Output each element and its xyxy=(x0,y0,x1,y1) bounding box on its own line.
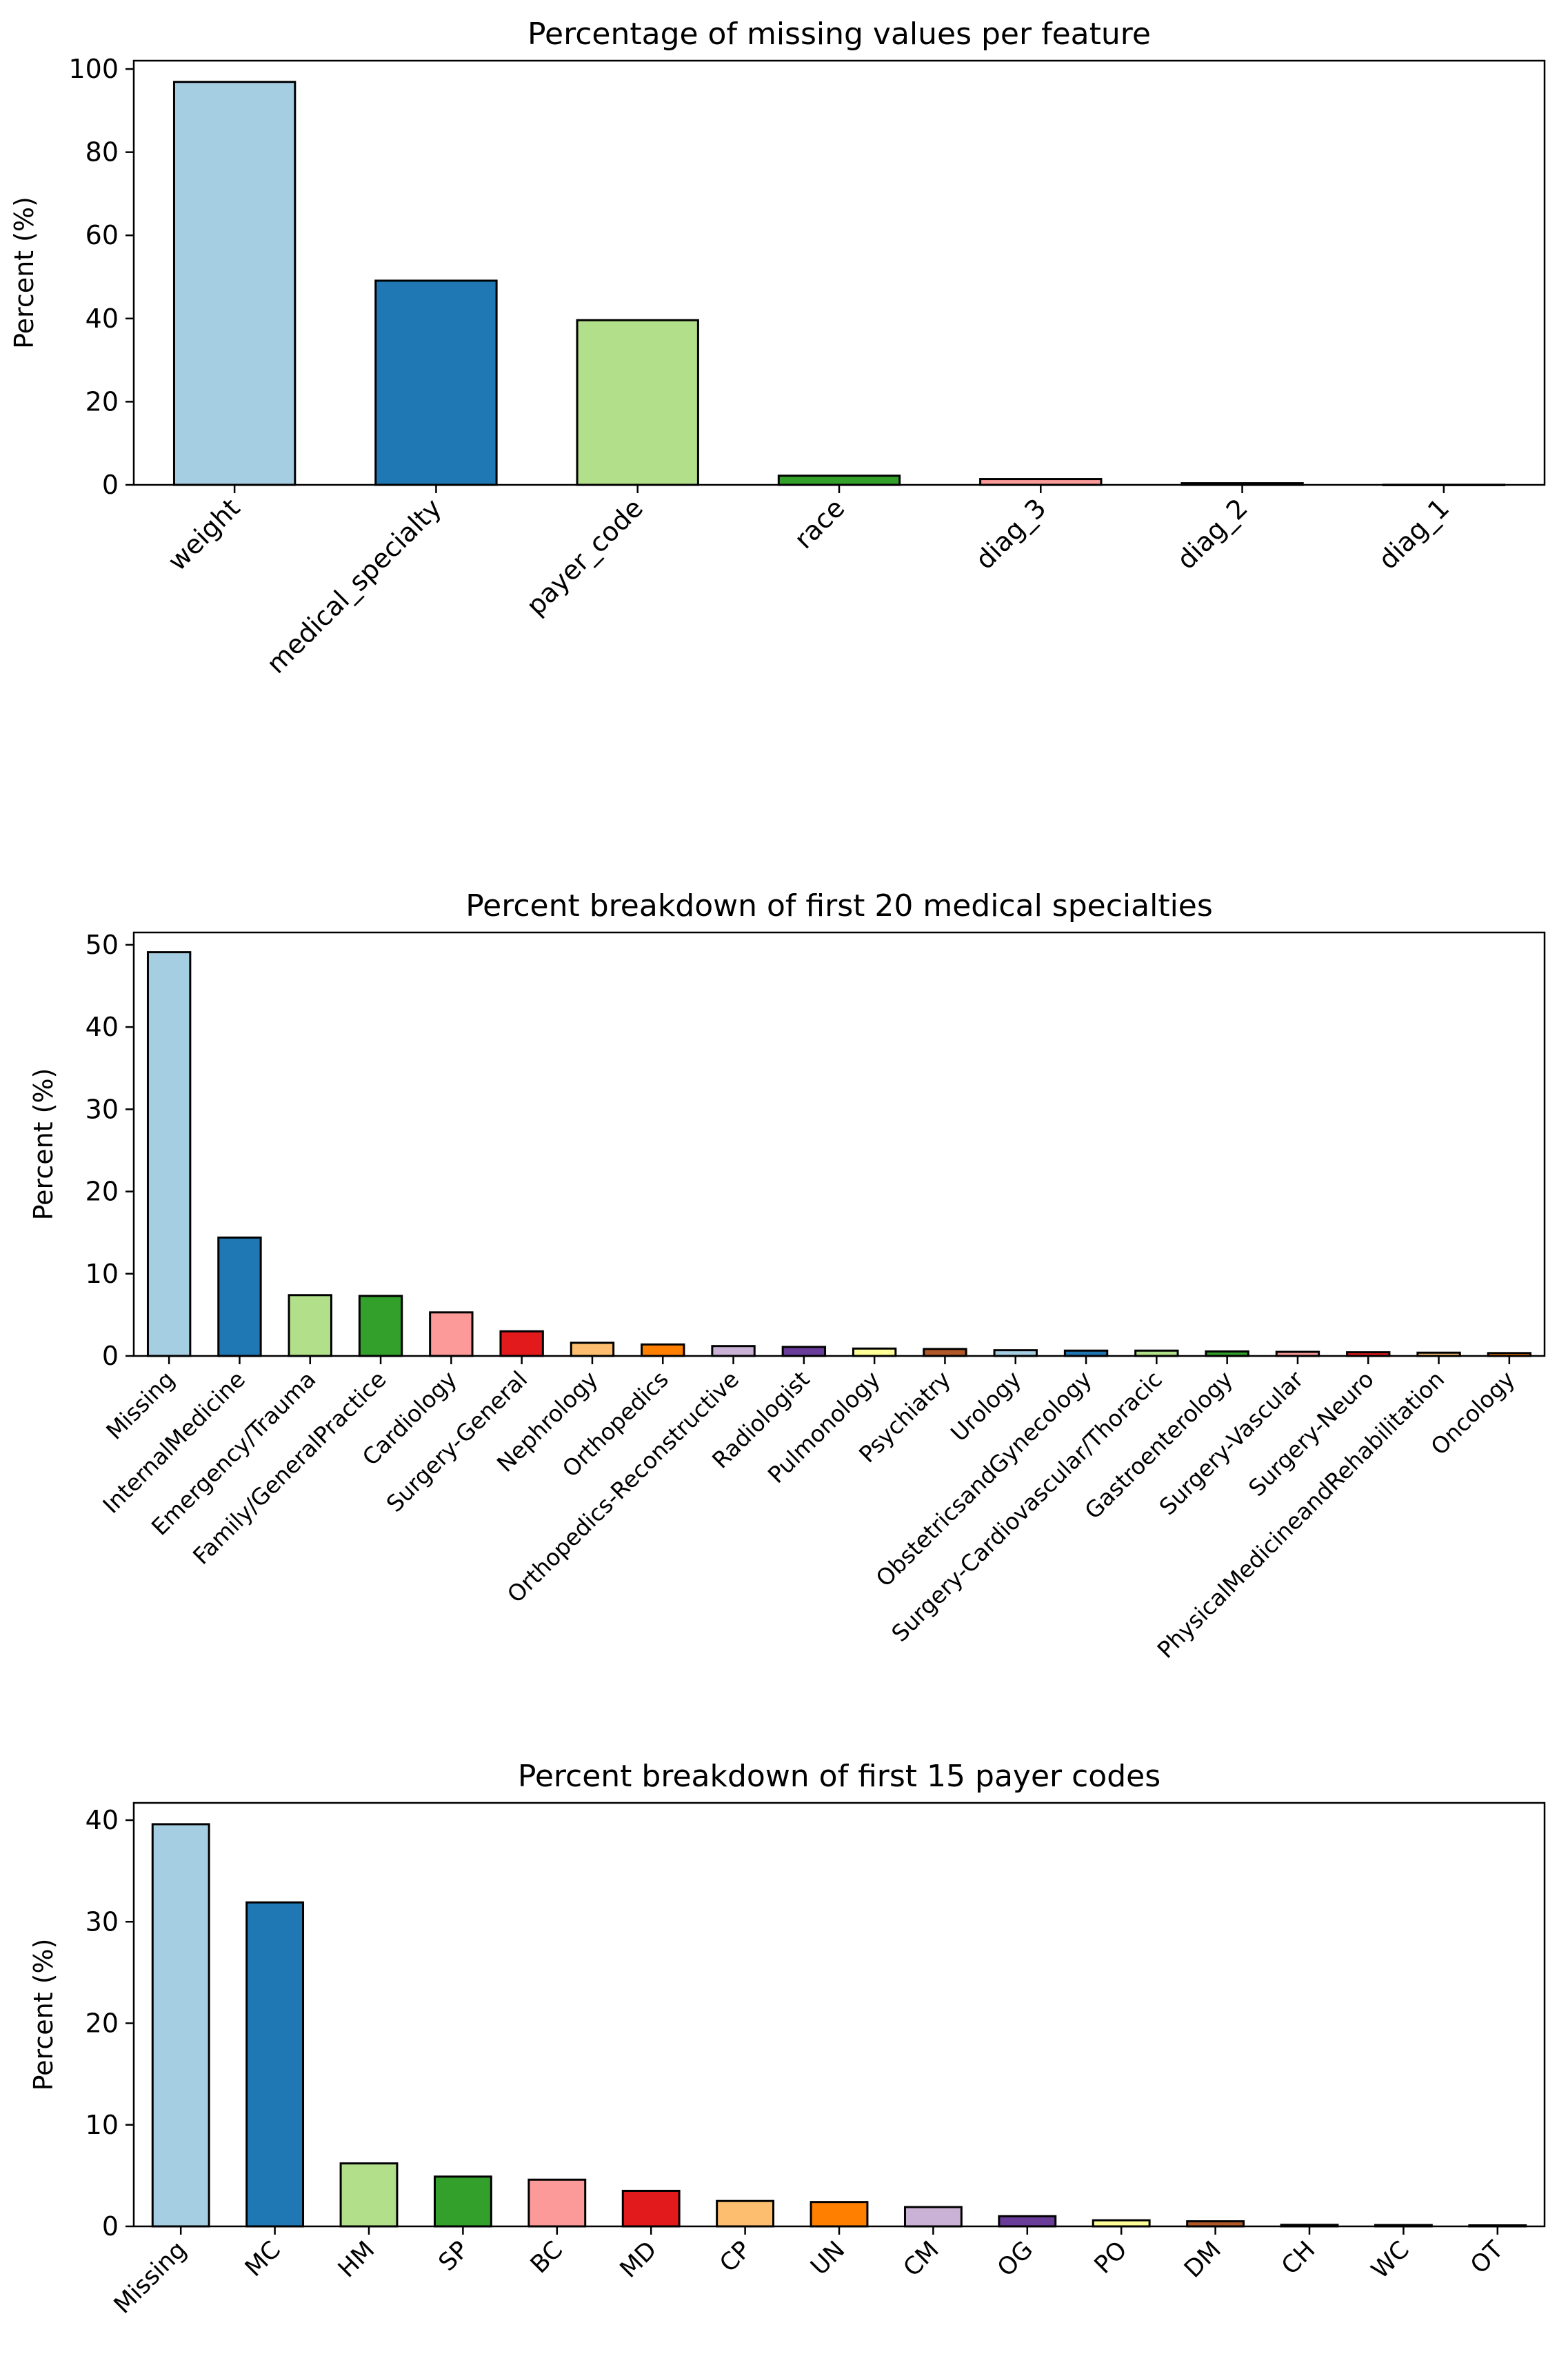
chart-title: Percent breakdown of first 15 payer code… xyxy=(518,1759,1160,1794)
bar-surgery-general xyxy=(501,1331,543,1356)
x-tick-label: UN xyxy=(805,2236,850,2281)
y-tick-label: 40 xyxy=(86,1805,119,1835)
bar-nephrology xyxy=(571,1343,613,1356)
y-tick-label: 0 xyxy=(102,1341,119,1371)
bar-family-generalpractice xyxy=(359,1296,401,1356)
y-tick-label: 0 xyxy=(102,2211,119,2242)
chart-1: 0 20 40 60 80 100 weight medical_specialty payer… xyxy=(9,17,1545,679)
x-tick-label: SP xyxy=(434,2236,474,2277)
y-axis-label: Percent (%) xyxy=(28,1939,59,2091)
bar-md xyxy=(623,2191,679,2226)
x-tick-label: HM xyxy=(333,2236,380,2283)
x-tick-label: diag_2 xyxy=(1171,492,1254,575)
x-tick-label: CH xyxy=(1276,2236,1320,2280)
bar-cardiology xyxy=(430,1313,472,1356)
bar-hm xyxy=(341,2164,397,2226)
y-axis-label: Percent (%) xyxy=(9,197,39,349)
y-tick-label: 20 xyxy=(86,386,119,417)
axes-frame xyxy=(134,932,1545,1356)
x-tick-label: payer_code xyxy=(521,492,649,621)
y-tick-label: 40 xyxy=(86,303,119,334)
y-tick-label: 40 xyxy=(86,1012,119,1042)
bar-diag-3 xyxy=(981,479,1101,485)
y-tick-label: 80 xyxy=(86,137,119,168)
bar-emergency-trauma xyxy=(289,1295,331,1356)
bar-orthopedics xyxy=(642,1344,684,1356)
x-tick-label: OG xyxy=(992,2236,1038,2282)
x-tick-label: medical_specialty xyxy=(261,492,448,679)
y-tick-label: 20 xyxy=(86,2008,119,2039)
bar-race xyxy=(778,476,899,485)
y-tick-label: 10 xyxy=(86,1259,119,1289)
chart-2: 01020304050MissingInternalMedicineEmerge… xyxy=(28,888,1545,1664)
bar-bc xyxy=(529,2179,585,2226)
bar-radiologist xyxy=(783,1347,825,1356)
bar-internalmedicine xyxy=(219,1237,261,1356)
bar-psychiatry xyxy=(924,1349,966,1356)
bar-weight xyxy=(174,82,294,485)
chart-3: 0 10 20 30 40 Missing MC HM SP BC MD CP UN CM OG PO DM CH… xyxy=(28,1759,1545,2319)
x-tick-label: OT xyxy=(1465,2236,1509,2279)
bar-missing xyxy=(148,952,190,1356)
x-tick-label: MD xyxy=(615,2236,663,2284)
bar-pulmonology xyxy=(853,1348,895,1356)
y-tick-label: 10 xyxy=(86,2110,119,2140)
bar-medical-specialty xyxy=(376,281,496,485)
x-tick-label: WC xyxy=(1367,2236,1415,2284)
bar-mc xyxy=(247,1902,303,2226)
x-tick-label: race xyxy=(788,492,850,555)
y-tick-label: 100 xyxy=(68,54,119,84)
bar-urology xyxy=(994,1350,1036,1356)
chart-title: Percent breakdown of first 20 medical sp… xyxy=(465,888,1213,924)
bar-missing xyxy=(152,1824,209,2226)
x-tick-label: Missing xyxy=(109,2236,192,2319)
bar-cm xyxy=(905,2207,961,2226)
x-tick-label: CP xyxy=(714,2236,756,2277)
y-tick-label: 30 xyxy=(86,1906,119,1937)
y-axis-label: Percent (%) xyxy=(28,1068,59,1221)
y-tick-label: 50 xyxy=(86,930,119,960)
y-tick-label: 30 xyxy=(86,1094,119,1124)
bar-cp xyxy=(717,2201,774,2226)
x-tick-label: PO xyxy=(1089,2236,1133,2279)
x-tick-label: BC xyxy=(525,2236,568,2279)
axes-frame xyxy=(134,61,1545,485)
bar-orthopedics-reconstructive xyxy=(712,1346,754,1356)
bar-og xyxy=(999,2216,1056,2226)
x-tick-label: DM xyxy=(1179,2236,1227,2284)
x-tick-label: diag_3 xyxy=(969,492,1052,575)
bar-po xyxy=(1093,2220,1149,2226)
y-tick-label: 20 xyxy=(86,1177,119,1207)
bar-payer-code xyxy=(577,320,698,485)
y-tick-label: 0 xyxy=(102,470,119,500)
y-tick-label: 60 xyxy=(86,220,119,250)
x-tick-label: weight xyxy=(162,492,246,577)
chart-title: Percentage of missing values per feature xyxy=(527,17,1151,52)
x-tick-label: diag_1 xyxy=(1373,492,1456,575)
x-tick-label: CM xyxy=(898,2236,945,2282)
x-tick-label: MC xyxy=(240,2236,286,2282)
bar-sp xyxy=(434,2177,491,2226)
bar-un xyxy=(811,2202,867,2226)
x-tick-label: Surgery-Neuro xyxy=(1243,1366,1379,1501)
